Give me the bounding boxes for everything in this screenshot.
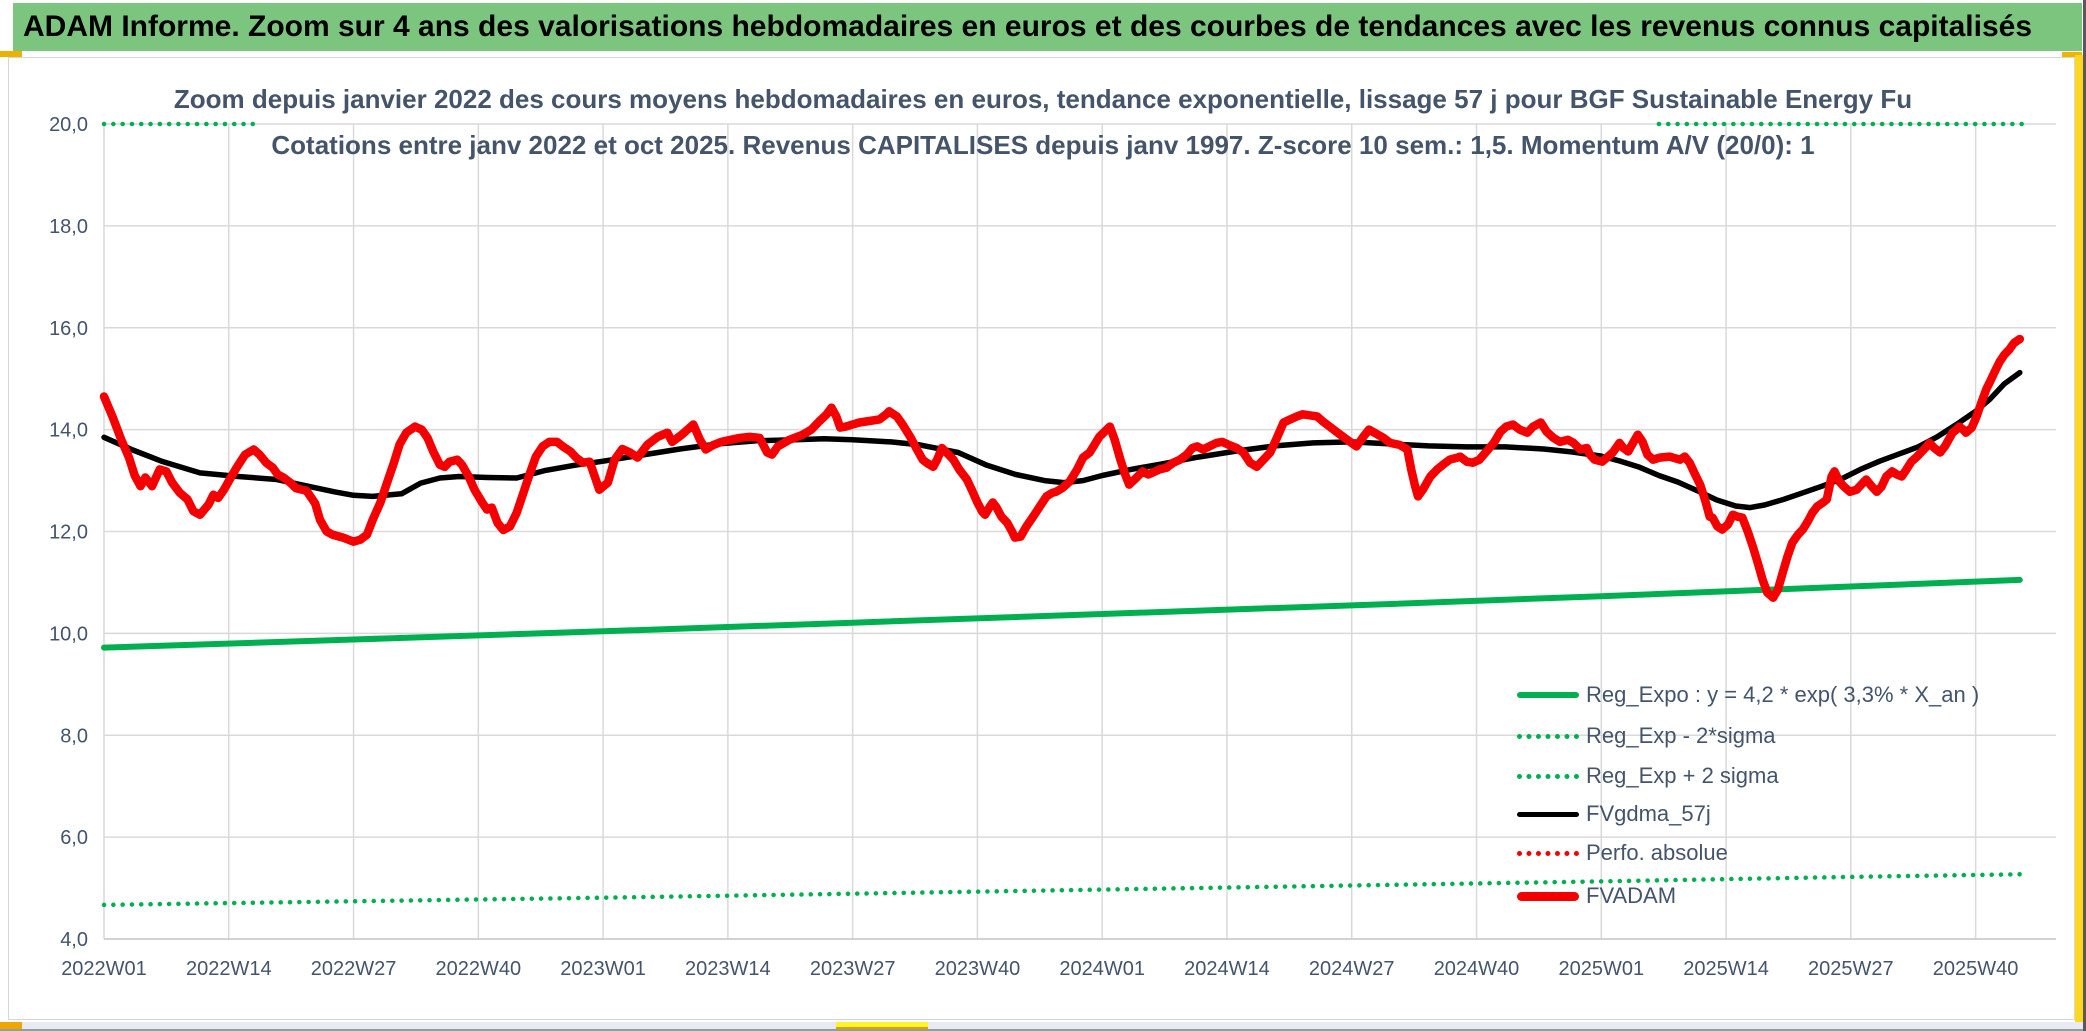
yellow-cell-bottom	[836, 1022, 928, 1029]
legend-label: FVADAM	[1586, 883, 1677, 908]
legend-label: Reg_Exp - 2*sigma	[1586, 723, 1776, 748]
legend-item-reg-exp-2-sigma[interactable]: Reg_Exp + 2 sigma	[1517, 761, 1779, 791]
spreadsheet-row-strip	[0, 1022, 2086, 1029]
legend-label: FVgdma_57j	[1586, 801, 1711, 826]
legend-dotted-line-swatch	[1517, 850, 1579, 856]
legend-item-reg-exp-2-sigma[interactable]: Reg_Exp - 2*sigma	[1517, 721, 1776, 751]
gold-cell-mark-top-left	[0, 51, 22, 57]
chart-title-line1: Zoom depuis janvier 2022 des cours moyen…	[173, 84, 1913, 114]
legend-dotted-line-swatch	[1517, 773, 1579, 779]
legend-label: Reg_Expo : y = 4,2 * exp( 3,3% * X_an )	[1586, 682, 1980, 707]
yellow-strip-right-edge	[2075, 55, 2083, 1022]
chart-area[interactable]	[8, 57, 2075, 1020]
spreadsheet-row-border	[0, 1029, 2086, 1031]
legend-item-perfo-absolue[interactable]: Perfo. absolue	[1517, 838, 1728, 868]
legend-item-reg-expo-y-4-2-exp-3-3-x-an-[interactable]: Reg_Expo : y = 4,2 * exp( 3,3% * X_an )	[1517, 680, 1979, 710]
legend-item-fvgdma-57j[interactable]: FVgdma_57j	[1517, 799, 1711, 829]
legend-solid-line-swatch	[1517, 891, 1579, 901]
chart-title-line2: Cotations entre janv 2022 et oct 2025. R…	[271, 130, 1815, 160]
legend-solid-line-swatch	[1517, 811, 1579, 817]
legend-item-fvadam[interactable]: FVADAM	[1517, 881, 1676, 911]
legend-label: Reg_Exp + 2 sigma	[1586, 763, 1779, 788]
legend-solid-line-swatch	[1517, 692, 1579, 698]
legend-dotted-line-swatch	[1517, 733, 1579, 739]
gold-cell-bottom-left	[0, 1022, 22, 1029]
banner-title: ADAM Informe. Zoom sur 4 ans des valoris…	[13, 3, 2082, 51]
window-edge-right	[2083, 0, 2086, 1031]
legend-label: Perfo. absolue	[1586, 840, 1728, 865]
